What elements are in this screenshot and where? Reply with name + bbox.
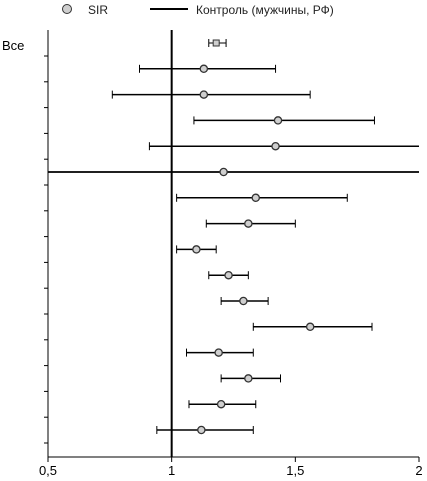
legend: SIR Контроль (мужчины, РФ) [0, 0, 427, 20]
x-tick-label: 2 [415, 463, 422, 478]
axis-layer: 0,5 1 1,5 2 [39, 30, 423, 478]
rows-layer [44, 39, 419, 444]
estimate-point [239, 296, 248, 306]
estimate-point [199, 90, 209, 99]
estimate-point [224, 270, 233, 280]
legend-sir-marker-icon [62, 4, 72, 14]
estimate-point [199, 64, 209, 74]
legend-control-line-icon [150, 8, 188, 10]
estimate-point [219, 167, 228, 177]
row-label-all: Все [2, 38, 25, 53]
estimate-point [212, 39, 220, 47]
estimate-point [244, 219, 253, 228]
estimate-point [214, 348, 223, 357]
legend-control-label: Контроль (мужчины, РФ) [196, 3, 334, 17]
legend-sir-label: SIR [88, 3, 109, 17]
x-tick-label: 0,5 [39, 463, 57, 478]
estimate-point [197, 425, 206, 435]
estimate-point [216, 399, 226, 409]
estimate-point [305, 322, 315, 332]
x-tick-label: 1,5 [286, 463, 304, 478]
x-tick-label: 1 [168, 463, 175, 478]
estimate-point [273, 116, 283, 125]
estimate-point [192, 245, 201, 254]
estimate-point [251, 193, 261, 203]
estimate-point [244, 374, 253, 383]
estimate-point [271, 141, 280, 151]
